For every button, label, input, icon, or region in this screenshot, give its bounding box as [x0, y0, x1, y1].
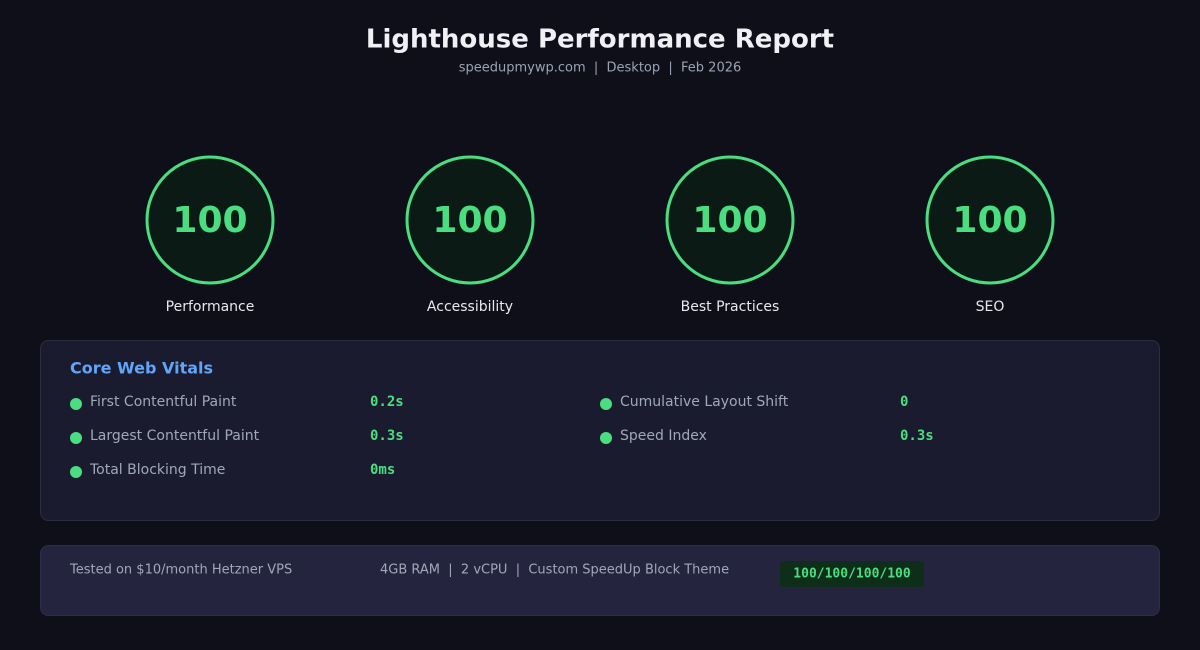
vital-value: 0.2s — [370, 394, 404, 410]
vital-value: 0.3s — [900, 428, 934, 444]
score-ring — [665, 155, 795, 285]
footer-card — [40, 545, 1160, 616]
vital-label: Total Blocking Time — [89, 462, 225, 478]
badge-text: 100/100/100/100 — [793, 567, 911, 582]
vital-label: First Contentful Paint — [90, 394, 237, 410]
vitals-title: Core Web Vitals — [70, 359, 213, 378]
title: Lighthouse Performance Report — [366, 25, 834, 55]
footer-specs: 4GB RAM | 2 vCPU | Custom SpeedUp Block … — [380, 563, 729, 578]
status-dot — [70, 432, 82, 444]
status-dot — [70, 466, 82, 478]
badge — [780, 561, 924, 587]
score-value: 100 — [692, 200, 767, 241]
score-value: 100 — [432, 200, 507, 241]
vital-label: Speed Index — [620, 428, 707, 444]
score-label: Accessibility — [427, 299, 513, 315]
status-dot — [600, 398, 612, 410]
vital-value: 0ms — [370, 462, 395, 478]
vital-label: Largest Contentful Paint — [90, 428, 260, 444]
score-label: SEO — [976, 299, 1005, 315]
status-dot — [70, 398, 82, 410]
subtitle: speedupmywp.com | Desktop | Feb 2026 — [459, 61, 742, 76]
score-value: 100 — [952, 200, 1027, 241]
footer-note: Tested on $10/month Hetzner VPS — [69, 563, 292, 578]
score-ring — [925, 155, 1055, 285]
vital-label: Cumulative Layout Shift — [620, 394, 789, 410]
vital-value: 0 — [900, 394, 908, 410]
status-dot — [600, 432, 612, 444]
score-label: Performance — [166, 299, 255, 315]
vitals-card — [40, 340, 1160, 521]
score-value: 100 — [172, 200, 247, 241]
score-ring — [405, 155, 535, 285]
score-ring — [145, 155, 275, 285]
vital-value: 0.3s — [370, 428, 404, 444]
score-label: Best Practices — [681, 299, 780, 315]
